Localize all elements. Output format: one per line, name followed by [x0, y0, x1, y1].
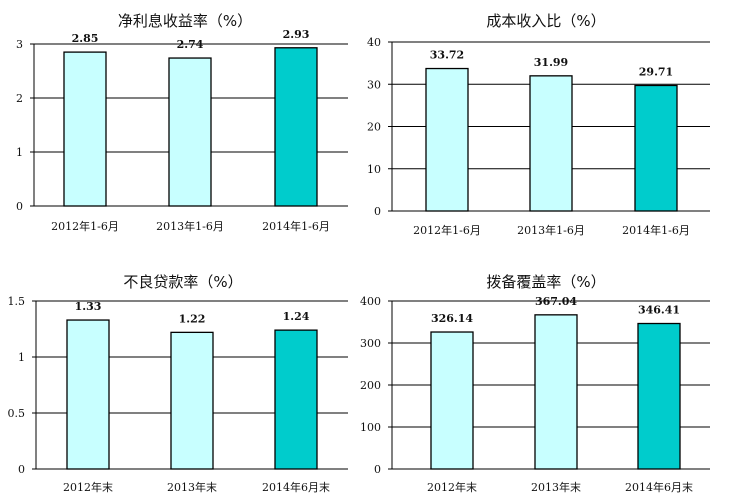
chart-title: 不良贷款率（%）	[123, 273, 242, 291]
y-tick-label: 0.5	[8, 407, 26, 420]
category-label: 2014年1-6月	[262, 219, 330, 233]
y-tick-label: 100	[360, 421, 381, 434]
bar	[430, 331, 474, 470]
chart-panel-3: 不良贷款率（%） 0 0.5 1 1.5 1.33 2012年末 1.22 2013年末 1.24…	[8, 273, 348, 494]
y-tick-label: 20	[367, 121, 381, 134]
y-tick-label: 1.5	[8, 295, 26, 308]
data-label: 1.24	[283, 310, 310, 323]
bar	[529, 75, 573, 212]
y-tick-label: 300	[360, 337, 381, 350]
category-label: 2013年1-6月	[517, 223, 585, 237]
y-tick-label: 400	[360, 295, 381, 308]
bar	[637, 322, 681, 470]
y-tick-label: 0	[18, 463, 25, 476]
data-label: 1.33	[75, 300, 102, 313]
chart-panel-2: 成本收入比（%） 0 10 20 30 40 33.72 2012年1-6月 31.99 2013…	[367, 12, 710, 237]
category-label: 2012年1-6月	[413, 223, 481, 237]
y-tick-label: 30	[367, 78, 381, 91]
category-label: 2012年末	[427, 480, 477, 494]
data-label: 2.85	[72, 32, 99, 45]
bar	[66, 319, 110, 470]
category-label: 2013年末	[167, 480, 217, 494]
chart-panel-4: 拨备覆盖率（%） 0 100 200 300 400 326.14 2012年末 367.04 2…	[360, 273, 710, 494]
bar	[425, 67, 469, 212]
y-tick-label: 1	[18, 351, 25, 364]
data-label: 346.41	[638, 304, 680, 317]
y-tick-label: 2	[16, 92, 23, 105]
y-tick-label: 200	[360, 379, 381, 392]
data-label: 326.14	[431, 312, 473, 325]
category-label: 2014年1-6月	[622, 223, 690, 237]
data-label: 2.93	[283, 28, 310, 41]
category-label: 2012年1-6月	[51, 219, 119, 233]
y-tick-label: 0	[374, 205, 381, 218]
chart-title: 净利息收益率（%）	[118, 12, 252, 30]
chart-panel-1: 净利息收益率（%） 0 1 2 3 2.85 2012年1-6月 2.74 2013年1-6月 2…	[16, 12, 348, 233]
bar	[63, 51, 107, 207]
y-tick-label: 10	[367, 163, 381, 176]
bar	[634, 84, 678, 212]
category-label: 2014年6月末	[262, 480, 330, 494]
data-label: 31.99	[534, 56, 568, 69]
chart-title: 成本收入比（%）	[486, 12, 605, 30]
data-label: 33.72	[430, 49, 464, 62]
category-label: 2013年1-6月	[156, 219, 224, 233]
data-label: 29.71	[639, 65, 673, 78]
data-label: 1.22	[179, 312, 206, 325]
y-tick-label: 0	[374, 463, 381, 476]
bar	[534, 314, 578, 470]
category-label: 2014年6月末	[625, 480, 693, 494]
bar	[170, 331, 214, 470]
bar	[274, 47, 318, 207]
data-label: 367.04	[535, 295, 577, 308]
y-tick-label: 3	[16, 38, 23, 51]
data-label: 2.74	[177, 38, 204, 51]
bar	[168, 57, 212, 207]
category-label: 2013年末	[531, 480, 581, 494]
y-tick-label: 1	[16, 146, 23, 159]
chart-title: 拨备覆盖率（%）	[486, 273, 605, 291]
bar	[274, 329, 318, 470]
y-tick-label: 0	[16, 200, 23, 213]
category-label: 2012年末	[63, 480, 113, 494]
y-tick-label: 40	[367, 36, 381, 49]
